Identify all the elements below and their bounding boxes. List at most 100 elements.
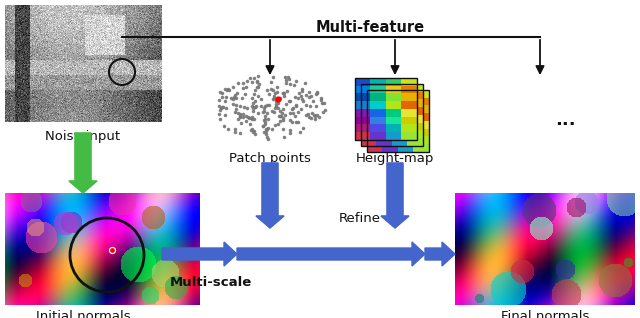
Point — [255, 97, 266, 102]
Point — [221, 105, 231, 110]
Point — [312, 90, 322, 95]
Text: Multi-feature: Multi-feature — [316, 20, 424, 36]
Point — [261, 128, 271, 133]
Text: Refine: Refine — [339, 211, 381, 225]
Point — [317, 101, 327, 106]
Point — [297, 88, 307, 93]
Point — [285, 82, 295, 87]
Point — [289, 82, 299, 87]
Point — [214, 112, 224, 117]
Point — [259, 121, 269, 126]
Polygon shape — [381, 163, 409, 228]
Point — [296, 93, 306, 99]
Point — [241, 85, 251, 90]
Point — [263, 125, 273, 130]
Point — [223, 126, 234, 131]
Point — [253, 110, 263, 115]
Point — [260, 117, 270, 122]
Point — [319, 100, 329, 106]
Point — [268, 97, 278, 102]
Point — [259, 129, 269, 134]
Text: Height-map: Height-map — [356, 152, 434, 165]
Point — [235, 114, 245, 119]
Point — [278, 117, 289, 122]
Point — [261, 127, 271, 132]
Point — [246, 79, 257, 84]
Point — [248, 100, 258, 106]
Point — [288, 105, 298, 110]
Point — [285, 98, 295, 103]
Point — [262, 137, 273, 142]
Point — [107, 247, 117, 252]
Point — [284, 99, 294, 104]
Text: Noisy input: Noisy input — [45, 130, 120, 143]
Point — [285, 118, 295, 123]
Point — [250, 87, 260, 92]
Point — [246, 128, 257, 133]
Point — [253, 74, 264, 79]
Point — [250, 104, 260, 109]
Point — [278, 107, 289, 112]
Point — [259, 118, 269, 123]
Point — [316, 95, 326, 100]
Point — [284, 74, 294, 79]
Point — [230, 126, 241, 131]
Point — [235, 103, 245, 108]
Point — [214, 108, 225, 113]
Point — [303, 95, 314, 100]
Point — [284, 76, 294, 81]
Point — [231, 107, 241, 112]
Point — [293, 95, 303, 100]
Point — [281, 80, 291, 85]
Point — [252, 80, 262, 85]
Point — [260, 104, 271, 109]
Point — [238, 115, 248, 120]
Point — [280, 113, 291, 118]
Point — [275, 96, 285, 101]
Point — [268, 87, 278, 93]
Polygon shape — [425, 242, 455, 266]
Point — [291, 103, 301, 108]
Point — [230, 129, 241, 134]
Point — [267, 127, 277, 132]
Point — [312, 90, 323, 95]
Point — [271, 99, 281, 104]
Point — [310, 114, 320, 119]
Point — [236, 121, 246, 126]
Point — [214, 104, 225, 109]
Point — [291, 119, 301, 124]
Point — [237, 95, 248, 100]
Point — [232, 90, 242, 95]
Point — [234, 114, 244, 120]
Point — [263, 116, 273, 121]
Point — [228, 102, 238, 107]
Point — [216, 105, 226, 110]
Point — [231, 103, 241, 108]
Point — [278, 115, 289, 120]
Bar — [361, 84, 423, 146]
Point — [226, 95, 236, 100]
Point — [278, 90, 289, 95]
Point — [278, 90, 288, 95]
Point — [249, 92, 259, 97]
Point — [273, 105, 284, 110]
Point — [244, 115, 254, 121]
Text: ...: ... — [555, 111, 575, 129]
Point — [220, 112, 230, 117]
Point — [305, 116, 316, 121]
Point — [320, 107, 330, 113]
Point — [220, 86, 230, 91]
Point — [268, 74, 278, 80]
Point — [220, 98, 230, 103]
Text: Patch points: Patch points — [229, 152, 311, 165]
Point — [223, 87, 234, 92]
Point — [303, 112, 313, 117]
Point — [224, 88, 234, 93]
Point — [303, 115, 314, 120]
Point — [228, 96, 238, 101]
Point — [246, 117, 257, 122]
Point — [279, 134, 289, 139]
Point — [214, 97, 224, 102]
Point — [298, 125, 308, 130]
Point — [308, 113, 319, 118]
